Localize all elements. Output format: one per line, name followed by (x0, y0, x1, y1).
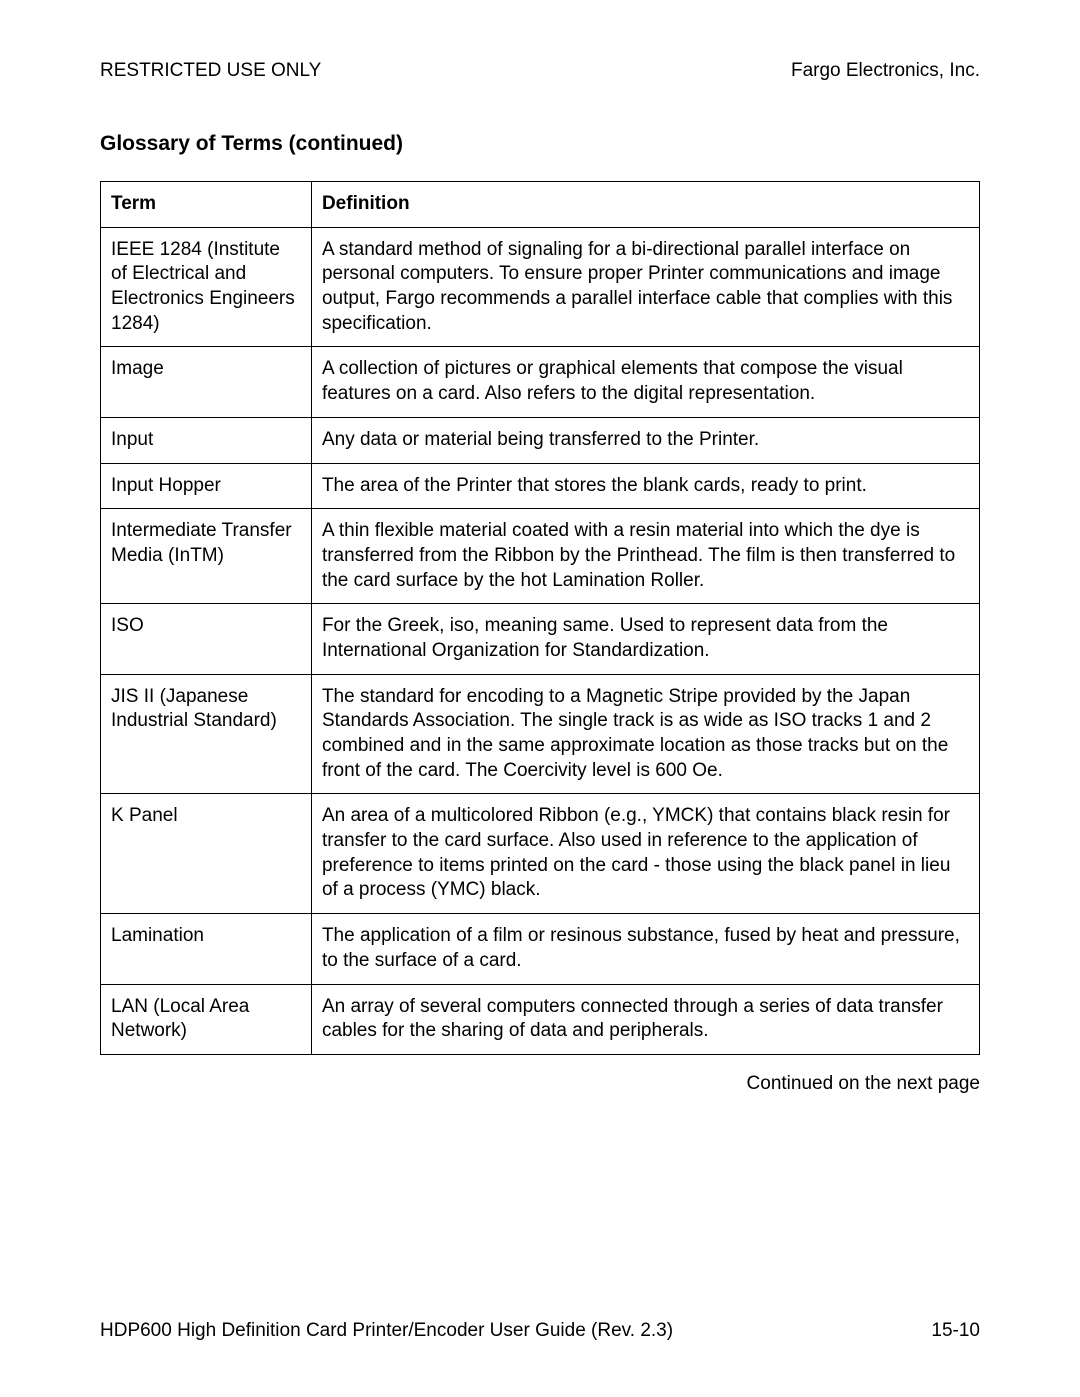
definition-cell: A standard method of signaling for a bi-… (311, 227, 979, 347)
term-cell: ISO (101, 604, 312, 674)
term-cell: Input Hopper (101, 463, 312, 509)
term-cell: K Panel (101, 794, 312, 914)
col-header-definition: Definition (311, 182, 979, 228)
table-row: K PanelAn area of a multicolored Ribbon … (101, 794, 980, 914)
table-row: JIS II (Japanese Industrial Standard)The… (101, 674, 980, 794)
definition-cell: For the Greek, iso, meaning same. Used t… (311, 604, 979, 674)
table-row: LAN (Local Area Network)An array of seve… (101, 984, 980, 1054)
term-cell: IEEE 1284 (Institute of Electrical and E… (101, 227, 312, 347)
page-header: RESTRICTED USE ONLY Fargo Electronics, I… (100, 60, 980, 82)
term-cell: JIS II (Japanese Industrial Standard) (101, 674, 312, 794)
page-footer: HDP600 High Definition Card Printer/Enco… (100, 1320, 980, 1342)
table-row: IEEE 1284 (Institute of Electrical and E… (101, 227, 980, 347)
col-header-term: Term (101, 182, 312, 228)
table-row: ImageA collection of pictures or graphic… (101, 347, 980, 417)
table-row: Input HopperThe area of the Printer that… (101, 463, 980, 509)
term-cell: Image (101, 347, 312, 417)
definition-cell: An array of several computers connected … (311, 984, 979, 1054)
definition-cell: The area of the Printer that stores the … (311, 463, 979, 509)
footer-right: 15-10 (931, 1320, 980, 1342)
definition-cell: A collection of pictures or graphical el… (311, 347, 979, 417)
continued-note: Continued on the next page (100, 1073, 980, 1095)
term-cell: LAN (Local Area Network) (101, 984, 312, 1054)
term-cell: Input (101, 417, 312, 463)
term-cell: Intermediate Transfer Media (InTM) (101, 509, 312, 604)
table-row: ISOFor the Greek, iso, meaning same. Use… (101, 604, 980, 674)
table-row: LaminationThe application of a film or r… (101, 914, 980, 984)
definition-cell: Any data or material being transferred t… (311, 417, 979, 463)
header-left: RESTRICTED USE ONLY (100, 60, 321, 82)
section-title: Glossary of Terms (continued) (100, 132, 980, 156)
table-header-row: Term Definition (101, 182, 980, 228)
header-right: Fargo Electronics, Inc. (791, 60, 980, 82)
definition-cell: The application of a film or resinous su… (311, 914, 979, 984)
table-row: InputAny data or material being transfer… (101, 417, 980, 463)
definition-cell: A thin flexible material coated with a r… (311, 509, 979, 604)
glossary-table: Term Definition IEEE 1284 (Institute of … (100, 181, 980, 1055)
footer-left: HDP600 High Definition Card Printer/Enco… (100, 1320, 673, 1342)
table-row: Intermediate Transfer Media (InTM)A thin… (101, 509, 980, 604)
term-cell: Lamination (101, 914, 312, 984)
definition-cell: An area of a multicolored Ribbon (e.g., … (311, 794, 979, 914)
definition-cell: The standard for encoding to a Magnetic … (311, 674, 979, 794)
